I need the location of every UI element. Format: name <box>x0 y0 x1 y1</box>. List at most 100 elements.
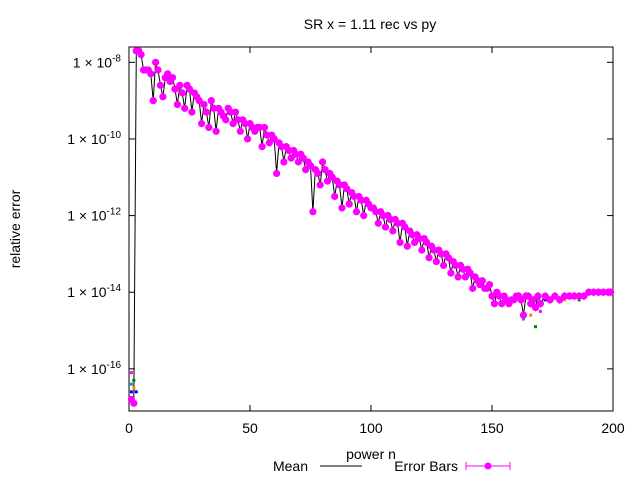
error-bar-point <box>319 158 327 166</box>
error-bar-point <box>236 127 244 135</box>
error-bar-point <box>159 93 167 101</box>
error-bar-point <box>423 238 431 247</box>
error-bar-point <box>401 223 409 231</box>
error-bar-point <box>396 238 404 247</box>
error-bar-point <box>231 108 240 116</box>
error-bar-point <box>270 135 278 143</box>
x-axis-label: power n <box>346 446 396 462</box>
error-bar-point <box>171 85 179 93</box>
x-tick-label: 100 <box>359 420 383 436</box>
scatter-point <box>129 390 133 394</box>
error-bar-point <box>461 273 469 281</box>
scatter-point <box>132 386 136 390</box>
scatter-point <box>534 325 538 329</box>
legend: Mean Error Bars <box>273 458 511 474</box>
error-bar-point <box>331 192 339 201</box>
error-bar-point <box>229 120 237 128</box>
y-axis-label: relative error <box>7 189 23 268</box>
error-bar-point <box>195 97 203 105</box>
x-tick-label: 150 <box>480 420 504 436</box>
error-bar-point <box>440 261 448 269</box>
error-bar-point <box>212 127 220 135</box>
error-bar-point <box>243 135 252 143</box>
error-bar-point <box>173 100 181 109</box>
error-bar-point <box>374 219 382 227</box>
error-bar-point <box>306 162 315 170</box>
error-bar-point <box>205 123 213 132</box>
scatter-point <box>538 309 542 313</box>
error-bar-point <box>403 242 411 250</box>
error-bar-point <box>258 143 266 151</box>
series-layer <box>127 47 615 407</box>
error-bar-point <box>352 208 361 216</box>
error-bar-point <box>498 300 506 308</box>
error-bar-point <box>425 254 433 262</box>
error-bar-point <box>149 97 157 105</box>
error-bar-point <box>343 185 351 193</box>
scatter-point <box>132 378 136 382</box>
error-bar-point <box>294 158 302 166</box>
error-bar-point <box>152 58 160 66</box>
error-bar-point <box>345 200 353 208</box>
error-bar-point <box>536 300 545 308</box>
scatter-point <box>134 390 138 394</box>
error-bar-point <box>534 292 542 300</box>
error-bar-point <box>147 70 155 78</box>
error-bar-point <box>260 123 269 132</box>
error-bar-point <box>156 81 165 89</box>
error-bar-point <box>328 173 336 181</box>
error-bar-point <box>181 104 189 112</box>
error-bar-point <box>176 81 184 89</box>
error-bar-point <box>323 177 332 185</box>
error-bar-point <box>168 74 177 82</box>
error-bar-point <box>410 238 419 247</box>
error-bar-point <box>222 116 230 124</box>
error-bar-point <box>200 100 208 109</box>
error-bar-point <box>178 89 186 97</box>
x-tick-label: 200 <box>601 420 625 436</box>
chart-title: SR x = 1.11 rec vs py <box>304 16 436 32</box>
error-bar-point <box>490 300 499 308</box>
error-bar-point <box>488 292 496 300</box>
error-bar-point <box>321 166 329 174</box>
error-bar-point <box>529 296 537 304</box>
legend-marker-error-bars <box>484 462 492 470</box>
x-ticks: 0 50 100 150 200 <box>125 47 625 436</box>
error-bar-point <box>188 108 196 116</box>
error-bar-point <box>287 154 295 162</box>
scatter-point <box>129 382 133 386</box>
error-bar-point <box>418 246 426 254</box>
error-bar-point <box>580 292 588 300</box>
error-bar-point <box>556 296 564 304</box>
error-bar-point <box>130 399 138 407</box>
error-bar-point <box>519 311 528 319</box>
error-bar-point <box>360 211 368 220</box>
error-bar-point <box>517 296 525 304</box>
error-bar-point <box>546 296 554 304</box>
plot-area: 0 50 100 150 200 1 × 10-81 × 10-101 × 10-121… <box>67 46 625 436</box>
error-bar-point <box>164 70 172 78</box>
error-bar-point <box>185 85 194 93</box>
error-bar-point <box>338 204 346 212</box>
error-bar-point <box>207 97 215 105</box>
error-bar-point <box>524 292 532 300</box>
x-tick-label: 50 <box>242 420 258 436</box>
error-bar-point <box>432 257 440 266</box>
y-tick-label: 1 × 10-10 <box>67 130 121 147</box>
y-tick-label: 1 × 10-12 <box>67 207 121 224</box>
error-bar-point <box>551 292 559 300</box>
error-bar-point <box>314 169 322 178</box>
legend-label-mean: Mean <box>273 458 308 474</box>
error-bar-point <box>280 158 288 166</box>
error-bar-point <box>154 66 162 74</box>
error-bar-point <box>469 284 477 292</box>
error-bar-point <box>606 288 615 296</box>
error-bar-point <box>389 227 397 235</box>
scatter-point <box>529 313 533 317</box>
y-tick-label: 1 × 10-16 <box>67 360 121 377</box>
error-bar-point <box>316 181 324 189</box>
error-bar-point <box>478 277 486 285</box>
error-bar-point <box>531 303 540 312</box>
x-tick-label: 0 <box>125 420 133 436</box>
